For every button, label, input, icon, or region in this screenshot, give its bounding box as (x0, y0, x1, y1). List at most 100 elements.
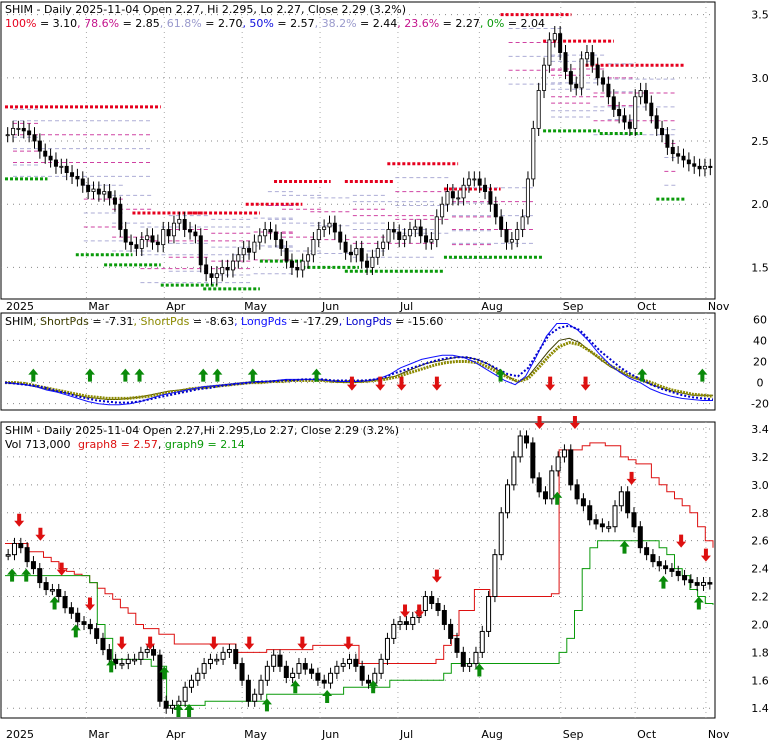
price-candle (80, 178, 85, 186)
channel-y-tick-label: 2.8 (751, 507, 769, 520)
channel-candle (5, 554, 11, 557)
channel-candle (195, 672, 201, 681)
channel-candle (18, 542, 24, 549)
price-candle (413, 226, 418, 230)
price-candle (220, 267, 225, 275)
oscillator-legend-label: , ShortPds (33, 315, 89, 328)
price-candle (391, 229, 396, 233)
price-candle (5, 134, 10, 137)
price-x-tick-label: Nov (708, 300, 730, 313)
channel-candle (536, 477, 542, 493)
price-candle (681, 155, 686, 161)
down-arrow-icon (244, 636, 255, 650)
channel-y-tick-label: 1.6 (751, 674, 769, 687)
price-y-tick-label: 2.0 (751, 198, 769, 211)
channel-candle (384, 637, 390, 660)
oscillator-series-line (4, 337, 713, 400)
channel-candle (530, 442, 536, 479)
price-candle (381, 241, 386, 249)
down-arrow-icon (375, 376, 386, 391)
price-candle (166, 229, 171, 237)
price-candle (584, 52, 589, 60)
price-candle (118, 203, 123, 230)
channel-candle (511, 456, 517, 486)
up-arrow-icon (212, 368, 223, 382)
channel-candle (258, 679, 264, 695)
up-arrow-icon (637, 368, 648, 382)
up-arrow-icon (693, 596, 704, 610)
up-arrow-icon (173, 704, 184, 718)
up-arrow-icon (134, 368, 145, 382)
price-candle (676, 153, 681, 157)
price-candle (193, 231, 198, 237)
up-arrow-icon (322, 690, 333, 704)
price-candle (322, 226, 327, 230)
price-candle (515, 229, 520, 241)
price-candle (37, 140, 42, 152)
down-arrow-icon (145, 636, 156, 650)
price-candle (611, 96, 616, 110)
up-arrow-icon (261, 698, 272, 712)
price-candle (112, 197, 117, 205)
channel-y-tick-label: 3.2 (751, 451, 769, 464)
channel-x-tick-label: 2025 (6, 728, 34, 741)
channel-grid (1, 422, 715, 718)
price-candle (64, 165, 69, 174)
price-candle (311, 239, 316, 256)
channel-candle (201, 663, 207, 674)
channel-candle (631, 512, 637, 528)
down-arrow-icon (534, 416, 545, 429)
vol-label: Vol 713,000 (5, 438, 70, 451)
price-candle (665, 134, 670, 148)
price-candle (547, 39, 552, 66)
price-candle (461, 184, 466, 199)
price-candle (86, 184, 91, 192)
channel-candle (170, 704, 176, 709)
channel-candle (606, 526, 612, 529)
price-y-tick-label: 1.5 (751, 261, 769, 274)
fib-legend-value: = 2.85 (119, 17, 160, 30)
oscillator-legend-label: , ShortPds (134, 315, 190, 328)
oscillator-legend-label: , LongPds (339, 315, 392, 328)
channel-candle (309, 668, 315, 674)
up-arrow-icon (70, 624, 81, 638)
price-candle (509, 239, 514, 243)
price-candle (627, 121, 632, 129)
channel-candle (694, 582, 700, 586)
price-candle (236, 254, 241, 262)
channel-x-tick-label: May (244, 728, 267, 741)
channel-y-tick-label: 3.0 (751, 479, 769, 492)
price-candle (504, 229, 509, 243)
channel-y-tick-label: 1.8 (751, 646, 769, 659)
price-candle (225, 267, 230, 271)
channel-candle (151, 649, 157, 656)
down-arrow-icon (346, 376, 357, 391)
price-candle (660, 127, 665, 136)
oscillator-y-tick-label: 0 (757, 377, 764, 390)
price-candle (397, 231, 402, 241)
price-candle (708, 165, 713, 168)
channel-candle (43, 582, 49, 591)
channel-x-tick-label: Apr (166, 728, 186, 741)
channel-candle (62, 596, 68, 609)
channel-candle (81, 621, 87, 625)
price-candle (407, 229, 412, 237)
down-arrow-icon (676, 534, 687, 548)
down-arrow-icon (569, 416, 580, 429)
price-candle (123, 229, 128, 243)
price-panel-header: SHIM - Daily 2025-11-04 Open 2.27, Hi 2.… (5, 3, 406, 16)
price-candle (520, 216, 525, 230)
price-candle (177, 218, 182, 224)
channel-candle (113, 658, 119, 665)
down-arrow-icon (116, 636, 127, 650)
price-candle (268, 229, 273, 233)
up-arrow-icon (7, 568, 18, 582)
price-candle (348, 251, 353, 256)
price-x-tick-label: Oct (637, 300, 657, 313)
channel-candle (397, 621, 403, 625)
price-candle (386, 229, 391, 243)
channel-x-tick-label: Jun (321, 728, 339, 741)
channel-y-ticks: 3.4 3.2 3.0 2.8 2.6 2.4 2.2 2.0 1.8 1.6 1.4 (751, 423, 769, 715)
